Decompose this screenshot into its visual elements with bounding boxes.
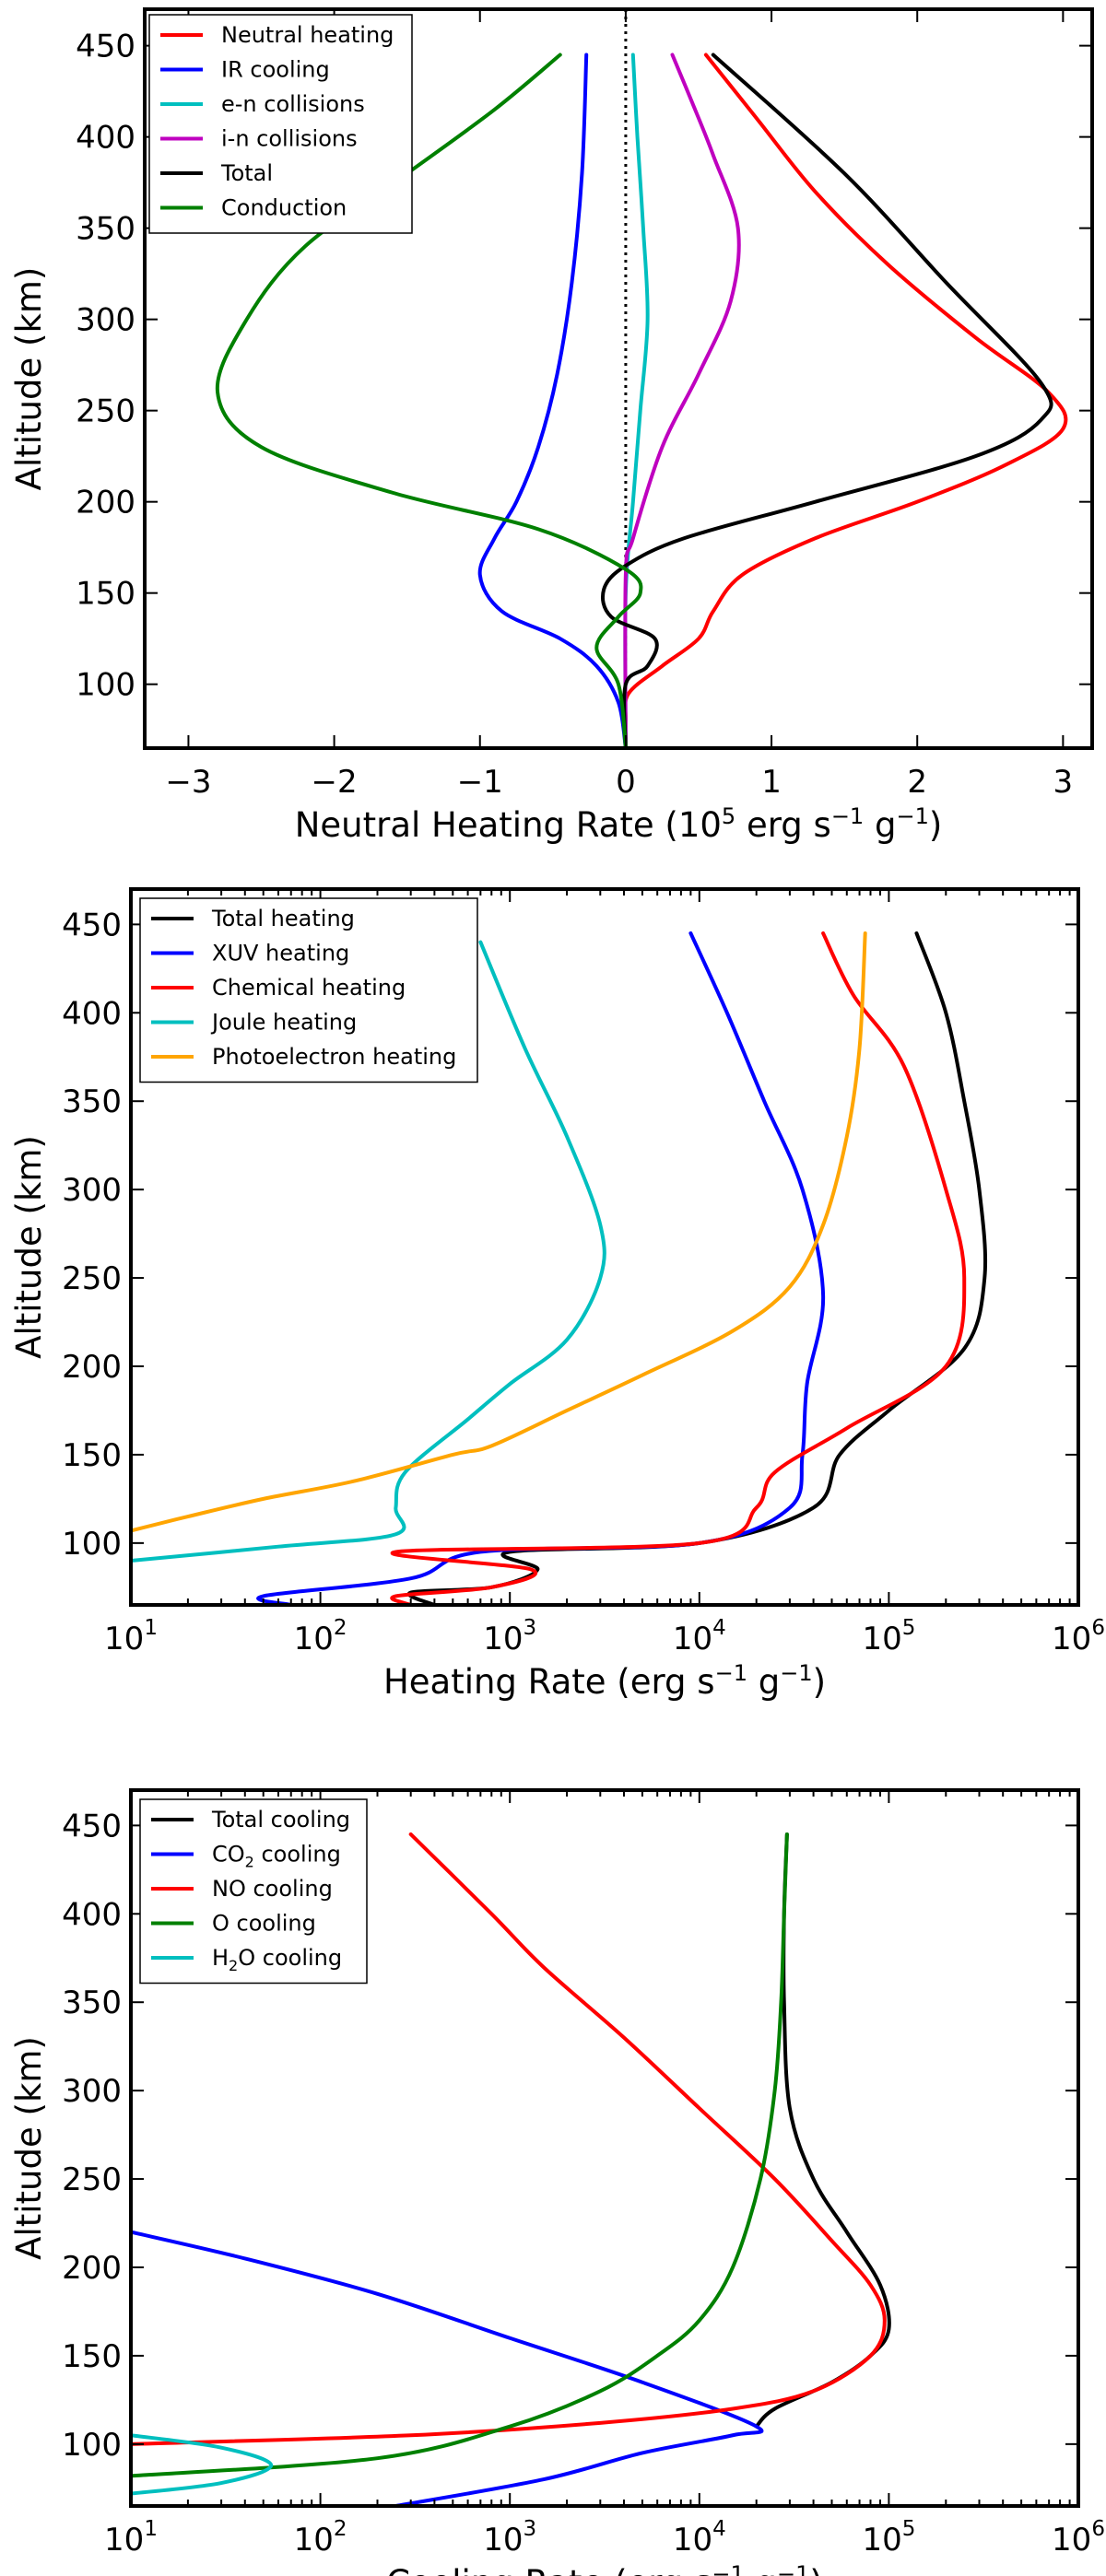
x-tick-label: 0 bbox=[616, 764, 636, 801]
x-tick-label: −3 bbox=[165, 764, 211, 801]
x-axis-title: Heating Rate (erg s−1 g−1) bbox=[383, 1660, 826, 1702]
x-tick-label: 103 bbox=[483, 1616, 536, 1657]
x-tick-label: −1 bbox=[457, 764, 503, 801]
y-tick-label: 100 bbox=[62, 2427, 122, 2464]
x-tick-label: 102 bbox=[294, 2517, 347, 2558]
series-line-no-cooling bbox=[131, 1832, 887, 2446]
series-line-xuv-heating bbox=[256, 931, 826, 1605]
y-tick-label: 450 bbox=[62, 907, 122, 943]
legend-label: Total heating bbox=[211, 906, 355, 931]
legend-label: Joule heating bbox=[210, 1010, 357, 1036]
y-tick-label: 100 bbox=[76, 667, 135, 704]
series-group bbox=[131, 931, 988, 1605]
x-tick-label: 101 bbox=[104, 2517, 158, 2558]
series-line-total-cooling bbox=[754, 1832, 891, 2429]
x-tick-label: −2 bbox=[312, 764, 358, 801]
plot-frame bbox=[143, 7, 1094, 750]
y-tick-label: 250 bbox=[62, 2161, 122, 2198]
legend-label: O cooling bbox=[212, 1911, 316, 1937]
y-tick-label: 450 bbox=[62, 1808, 122, 1844]
x-tick-label: 2 bbox=[907, 764, 927, 801]
y-tick-label: 400 bbox=[62, 1896, 122, 1933]
y-tick-label: 400 bbox=[76, 120, 135, 157]
y-tick-label: 250 bbox=[76, 393, 135, 430]
y-axis-title: Altitude (km) bbox=[9, 2036, 49, 2260]
series-line-e-n-collisions bbox=[623, 53, 650, 748]
y-tick-label: 300 bbox=[76, 302, 135, 339]
legend-label: Conduction bbox=[221, 195, 347, 221]
legend-label: Total cooling bbox=[211, 1807, 350, 1832]
legend: Total heating XUV heating Chemical heating… bbox=[139, 897, 478, 1083]
x-tick-label: 106 bbox=[1052, 2517, 1105, 2558]
x-tick-label: 101 bbox=[104, 1616, 158, 1657]
legend: Total cooling CO2 cooling NO cooling O cool… bbox=[139, 1798, 368, 1985]
x-axis-title: Cooling Rate (erg s−1 g−1) bbox=[386, 2561, 823, 2576]
series-line-total-heating bbox=[406, 931, 988, 1605]
legend-box bbox=[139, 1798, 368, 1985]
y-tick-label: 250 bbox=[62, 1260, 122, 1297]
x-axis-title: Neutral Heating Rate (105 erg s−1 g−1) bbox=[295, 803, 943, 845]
legend-label: Chemical heating bbox=[212, 975, 406, 1001]
legend-label: Neutral heating bbox=[221, 22, 394, 48]
legend: Neutral heating IR cooling e-n collisions i… bbox=[148, 14, 413, 234]
legend-label: IR cooling bbox=[221, 57, 330, 83]
x-tick-label: 105 bbox=[862, 2517, 915, 2558]
chart-panel-2: 101 102 103 104 105 106 100 150 200 250 300 350 400 4… bbox=[9, 887, 1105, 1702]
x-tick-label: 103 bbox=[483, 2517, 536, 2558]
y-tick-label: 350 bbox=[62, 1985, 122, 2021]
y-tick-label: 200 bbox=[62, 2250, 122, 2287]
legend-label: XUV heating bbox=[212, 941, 349, 966]
y-tick-label: 150 bbox=[76, 576, 135, 613]
x-tick-label: 104 bbox=[673, 2517, 726, 2558]
series-line-ir-cooling bbox=[477, 53, 628, 748]
legend-label: H2O cooling bbox=[212, 1945, 342, 1974]
legend-label: i-n collisions bbox=[221, 126, 358, 152]
y-tick-label: 350 bbox=[76, 211, 135, 248]
y-tick-label: 200 bbox=[76, 485, 135, 521]
y-tick-label: 200 bbox=[62, 1349, 122, 1386]
legend-box bbox=[139, 897, 478, 1083]
series-line-co2-cooling bbox=[131, 2230, 764, 2506]
legend-label: NO cooling bbox=[212, 1876, 333, 1902]
series-group bbox=[131, 1832, 891, 2506]
chart-panel-1: −3 −2 −1 0 1 2 3 100 150 200 250 300 350 400 450 Neutra… bbox=[9, 7, 1094, 845]
legend-label: CO2 cooling bbox=[212, 1842, 341, 1871]
y-axis-title: Altitude (km) bbox=[9, 1135, 49, 1359]
x-tick-label: 1 bbox=[761, 764, 782, 801]
series-line-photoelectron-heating bbox=[131, 931, 867, 1533]
x-tick-label: 102 bbox=[294, 1616, 347, 1657]
y-tick-label: 400 bbox=[62, 995, 122, 1032]
y-tick-label: 150 bbox=[62, 1437, 122, 1474]
series-line-joule-heating bbox=[131, 940, 606, 1563]
legend-box bbox=[148, 14, 413, 234]
legend-label: e-n collisions bbox=[221, 91, 365, 117]
series-line-o-cooling bbox=[131, 1832, 789, 2478]
series-line-total bbox=[601, 53, 1053, 748]
plot-frame bbox=[129, 887, 1080, 1607]
y-axis-title: Altitude (km) bbox=[9, 267, 49, 491]
legend-label: Photoelectron heating bbox=[212, 1044, 456, 1070]
chart-panel-3: 101 102 103 104 105 106 100 150 200 250 300 350 400 4… bbox=[9, 1788, 1105, 2576]
series-line-neutral-heating bbox=[623, 53, 1068, 748]
y-tick-label: 300 bbox=[62, 2073, 122, 2110]
x-tick-label: 104 bbox=[673, 1616, 726, 1657]
y-tick-label: 150 bbox=[62, 2338, 122, 2375]
y-tick-label: 350 bbox=[62, 1083, 122, 1120]
series-line-chemical-heating bbox=[390, 931, 967, 1605]
y-tick-label: 450 bbox=[76, 29, 135, 65]
x-tick-label: 105 bbox=[862, 1616, 915, 1657]
plot-frame bbox=[129, 1788, 1080, 2508]
y-tick-label: 100 bbox=[62, 1526, 122, 1563]
x-tick-label: 3 bbox=[1053, 764, 1074, 801]
x-tick-label: 106 bbox=[1052, 1616, 1105, 1657]
y-tick-label: 300 bbox=[62, 1172, 122, 1209]
series-line-h2o-cooling bbox=[131, 2433, 274, 2496]
legend-label: Total bbox=[220, 160, 273, 186]
